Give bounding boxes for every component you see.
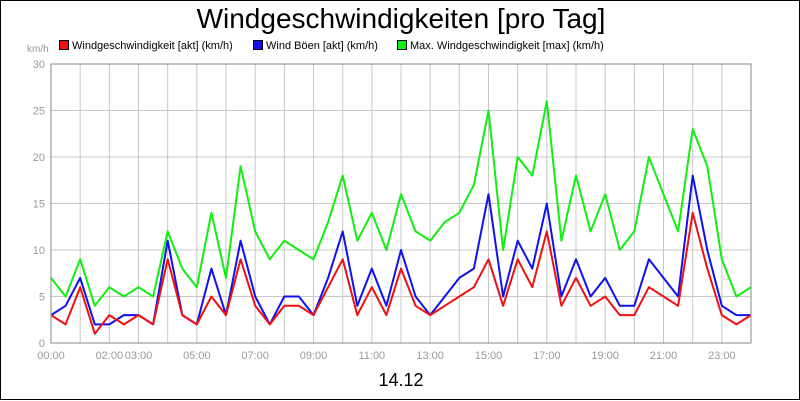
y-tick-label: 10 bbox=[33, 245, 45, 257]
plot-border bbox=[50, 63, 752, 344]
y-tick-label: 5 bbox=[39, 292, 45, 304]
legend-swatch-blue bbox=[253, 40, 263, 50]
y-axis-unit-label: km/h bbox=[27, 44, 49, 55]
series-line-0 bbox=[50, 211, 752, 335]
legend-label-max: Max. Windgeschwindigkeit [max] (km/h) bbox=[410, 40, 604, 52]
x-tick-label: 02:00 bbox=[96, 350, 124, 362]
x-tick-label: 05:00 bbox=[183, 350, 211, 362]
legend-swatch-green bbox=[397, 40, 407, 50]
x-tick-label: 13:00 bbox=[416, 350, 444, 362]
y-tick-label: 30 bbox=[33, 59, 45, 71]
legend-label-boeen: Wind Böen [akt] (km/h) bbox=[266, 40, 378, 52]
x-axis-date-label: 14.12 bbox=[378, 370, 424, 390]
legend-item-akt: Windgeschwindigkeit [akt] (km/h) bbox=[59, 39, 233, 53]
x-tick-label: 23:00 bbox=[708, 350, 736, 362]
legend-swatch-red bbox=[59, 40, 69, 50]
x-tick-label: 21:00 bbox=[650, 350, 678, 362]
y-tick-label: 25 bbox=[33, 106, 45, 118]
series-line-1 bbox=[50, 174, 751, 326]
y-tick-label: 15 bbox=[33, 199, 45, 211]
x-tick-label: 15:00 bbox=[475, 350, 503, 362]
x-tick-label: 17:00 bbox=[533, 350, 561, 362]
x-tick-label: 11:00 bbox=[358, 350, 385, 362]
x-tick-label: 09:00 bbox=[300, 350, 328, 362]
x-tick-label: 19:00 bbox=[591, 350, 619, 362]
x-tick-label: 00:00 bbox=[37, 350, 65, 362]
legend-item-max: Max. Windgeschwindigkeit [max] (km/h) bbox=[397, 39, 604, 53]
chart-title: Windgeschwindigkeiten [pro Tag] bbox=[196, 3, 606, 34]
legend-label-akt: Windgeschwindigkeit [akt] (km/h) bbox=[72, 40, 233, 52]
series-line-2 bbox=[50, 100, 752, 307]
legend-item-boeen: Wind Böen [akt] (km/h) bbox=[253, 39, 378, 53]
y-tick-label: 20 bbox=[33, 152, 45, 164]
x-tick-label: 07:00 bbox=[241, 350, 269, 362]
y-tick-label: 0 bbox=[39, 338, 45, 350]
x-tick-label: 03:00 bbox=[125, 350, 153, 362]
